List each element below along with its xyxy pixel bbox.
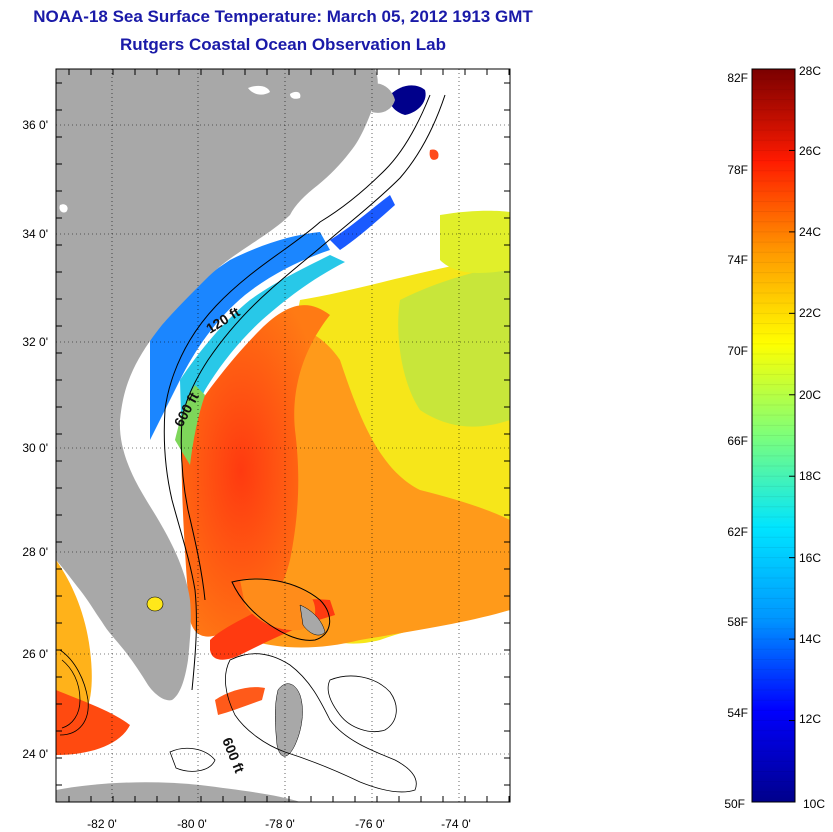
lat-label: 26 0' [22, 647, 48, 661]
contour-gulf-inner [61, 659, 81, 729]
cloud-patch [59, 204, 68, 213]
colorbar-f-label: 54F [727, 706, 748, 720]
contour-bahamas-south [225, 653, 417, 793]
colorbar-f-label: 78F [727, 163, 748, 177]
land-nc-outer [370, 83, 395, 113]
lat-label: 32 0' [22, 335, 48, 349]
sst-cool-eddy [398, 265, 510, 427]
colorbar-f-label: 70F [727, 344, 748, 358]
colorbar-c-label: 24C [799, 225, 821, 239]
colorbar-c-label: 16C [799, 551, 821, 565]
lon-label: -82 0' [87, 817, 117, 831]
colorbar-f-label: 50F [724, 797, 745, 811]
lat-label: 24 0' [22, 747, 48, 761]
contour-120ft [163, 94, 431, 691]
land-cuba [56, 782, 300, 802]
colorbar-c-label: 28C [799, 64, 821, 78]
contour-cay-sal [169, 747, 216, 772]
sst-far-offshore [440, 210, 510, 273]
lon-label: -74 0' [441, 817, 471, 831]
contour-gulf [59, 649, 89, 736]
map-plot-area [56, 69, 510, 802]
colorbar-c-label: 20C [799, 388, 821, 402]
colorbar-c-label: 12C [799, 712, 821, 726]
cloud-patch [248, 85, 270, 95]
lat-label: 30 0' [22, 441, 48, 455]
colorbar-f-label: 74F [727, 253, 748, 267]
axis-tick-marks [56, 69, 510, 802]
land-bahamas-abaco [299, 604, 326, 636]
colorbar-bands [752, 68, 795, 803]
contour-bahamas [231, 578, 330, 641]
lat-label: 36 0' [22, 118, 48, 132]
sst-dark-blue-patch [389, 85, 426, 115]
colorbar-c-label: 26C [799, 144, 821, 158]
colorbar-c-label: 18C [799, 469, 821, 483]
colorbar-f-label: 58F [727, 615, 748, 629]
land-bahamas-andros [275, 683, 303, 757]
colorbar-c-label: 10C [803, 797, 825, 811]
contour-600ft [180, 94, 446, 601]
contour-bahamas-east [327, 675, 397, 732]
map-frame [55, 68, 511, 803]
lon-label: -80 0' [177, 817, 207, 831]
sst-orange-band [243, 326, 510, 648]
sst-north-blue [330, 195, 395, 250]
lon-label: -76 0' [355, 817, 385, 831]
colorbar-f-label: 82F [727, 71, 748, 85]
sst-coastal-cold [150, 232, 330, 440]
lat-label: 28 0' [22, 545, 48, 559]
colorbar-c-label: 22C [799, 306, 821, 320]
colorbar-f-label: 62F [727, 525, 748, 539]
sst-gulf-red-tip [56, 690, 130, 755]
lon-label: -78 0' [265, 817, 295, 831]
lake-okeechobee [146, 596, 164, 612]
land-southeast-us [56, 69, 378, 701]
colorbar-f-label: 66F [727, 434, 748, 448]
map-subtitle: Rutgers Coastal Ocean Observation Lab [120, 35, 446, 54]
sst-south-red-streak [215, 687, 265, 715]
sst-nc-red-patch [429, 149, 439, 160]
colorbar-c-label: 14C [799, 632, 821, 646]
sst-gulf-stream [181, 305, 330, 637]
colorbar [751, 68, 796, 803]
sst-coastal-green [175, 385, 205, 465]
sst-gulf-of-mexico [56, 560, 92, 735]
cloud-patch [290, 91, 301, 99]
map-title: NOAA-18 Sea Surface Temperature: March 0… [33, 7, 533, 26]
lat-label: 34 0' [22, 227, 48, 241]
